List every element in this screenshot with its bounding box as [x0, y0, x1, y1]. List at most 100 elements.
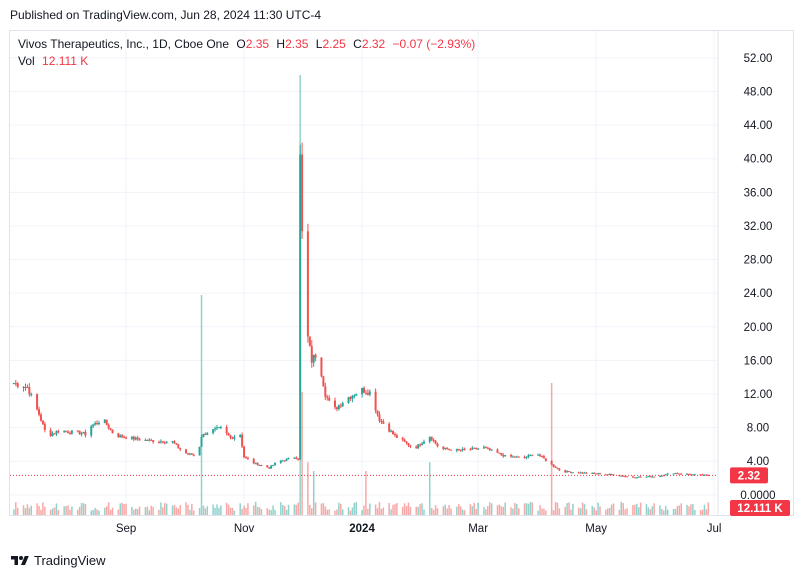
volume-bar	[285, 510, 288, 515]
candle-body	[446, 448, 449, 450]
volume-bar	[541, 508, 543, 515]
volume-bar	[552, 510, 555, 515]
volume-bar	[134, 508, 137, 515]
candle-body	[229, 435, 232, 438]
volume-bar	[189, 509, 191, 515]
volume-bar	[322, 503, 325, 515]
candle-body	[97, 422, 100, 424]
volume-bar	[518, 508, 520, 515]
candle-body	[254, 462, 257, 464]
candle-body	[635, 477, 638, 479]
volume-bar	[686, 504, 688, 515]
price-tick-label: 12.00	[744, 389, 773, 401]
volume-bar	[432, 509, 435, 515]
candle-body	[144, 439, 147, 441]
volume-bar	[632, 505, 634, 515]
volume-bar	[26, 504, 29, 515]
volume-bar	[136, 508, 139, 515]
volume-bar	[82, 503, 85, 515]
candle-body	[274, 462, 277, 466]
volume-bar	[367, 508, 369, 515]
candle-body	[285, 458, 288, 461]
candle-body	[301, 154, 304, 232]
candles	[12, 142, 710, 479]
candle-body	[333, 400, 336, 408]
candle-body	[258, 465, 261, 467]
candle-body	[266, 465, 269, 468]
candle-body	[30, 393, 33, 395]
candle-body	[477, 448, 480, 450]
volume-bar	[537, 510, 539, 515]
candle-body	[432, 440, 435, 442]
candle-body	[161, 441, 164, 443]
candle-body	[488, 448, 491, 450]
candle-body	[279, 460, 282, 463]
candle-body	[105, 419, 108, 425]
volume-bar	[65, 506, 67, 515]
volume-bar	[363, 505, 365, 515]
volume-bar	[121, 502, 123, 515]
volume-bar	[639, 502, 642, 515]
volume-bar	[653, 503, 655, 515]
volume-bar	[301, 391, 303, 515]
volume-bar	[663, 510, 665, 515]
volume-bar	[347, 507, 350, 515]
candle-body	[687, 473, 690, 475]
volume-bar	[340, 503, 342, 515]
volume-bar	[487, 506, 489, 515]
volume-bar	[475, 508, 477, 515]
volume-bar	[293, 504, 296, 515]
candle-body	[475, 447, 478, 450]
volume-bar	[63, 506, 65, 515]
candle-body	[380, 420, 383, 422]
volume-bar	[309, 504, 311, 515]
candle-body	[351, 395, 354, 399]
volume-bar	[218, 507, 220, 515]
candle-body	[299, 154, 302, 460]
volume-bar	[49, 509, 52, 515]
volume-bar	[268, 509, 270, 515]
candle-body	[24, 387, 27, 389]
volume-bar	[144, 507, 147, 515]
volume-bar	[407, 502, 410, 515]
volume-bar	[98, 510, 100, 515]
footer: TradingView	[10, 553, 106, 568]
candle-body	[328, 397, 331, 401]
volume-bar	[123, 504, 125, 515]
candle-body	[214, 428, 217, 430]
candle-body	[558, 468, 561, 471]
candle-body	[312, 354, 315, 363]
volume-bar	[529, 501, 532, 515]
candle-body	[374, 391, 377, 411]
volume-bar	[692, 503, 694, 515]
volume-bar	[593, 507, 595, 515]
candle-body	[544, 458, 547, 461]
time-tick-label: 2024	[349, 523, 375, 535]
volume-bar	[282, 505, 284, 515]
candle-body	[689, 474, 692, 476]
candle-body	[198, 446, 201, 456]
volume-bar	[138, 506, 141, 515]
volume-bar	[295, 504, 298, 515]
candle-body	[179, 447, 182, 450]
candle-body	[631, 476, 634, 478]
volume-bar	[104, 507, 106, 515]
candle-body	[55, 431, 58, 434]
candle-body	[500, 453, 503, 455]
candle-body	[324, 386, 327, 397]
volume-bar	[490, 503, 493, 515]
volume-bar	[191, 504, 193, 515]
volume-bar	[231, 507, 234, 515]
volume-bar	[252, 505, 255, 515]
volume-bar	[28, 507, 31, 515]
candle-body	[403, 439, 406, 442]
candle-body	[686, 473, 689, 475]
volume-bar	[71, 506, 73, 515]
time-tick-label: Mar	[468, 523, 488, 535]
volume-bar	[378, 502, 381, 515]
candle-body	[157, 441, 160, 443]
candle-body	[92, 424, 95, 427]
candle-body	[53, 433, 56, 435]
volume-bar	[678, 505, 681, 515]
